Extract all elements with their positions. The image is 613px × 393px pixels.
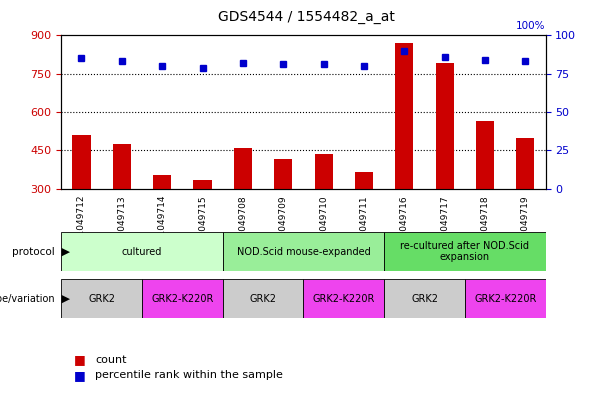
Bar	[384, 232, 546, 271]
Text: GRK2-K220R: GRK2-K220R	[474, 294, 536, 304]
Text: GRK2: GRK2	[249, 294, 276, 304]
Bar	[395, 43, 413, 189]
Bar	[223, 279, 303, 318]
Text: GRK2: GRK2	[411, 294, 438, 304]
Text: cultured: cultured	[122, 246, 162, 257]
Bar	[465, 279, 546, 318]
Text: genotype/variation: genotype/variation	[0, 294, 55, 304]
Text: count: count	[95, 354, 126, 365]
Text: GRK2-K220R: GRK2-K220R	[151, 294, 213, 304]
Bar	[436, 63, 454, 189]
Bar	[153, 174, 171, 189]
Text: ▶: ▶	[58, 246, 70, 257]
Text: NOD.Scid mouse-expanded: NOD.Scid mouse-expanded	[237, 246, 370, 257]
Text: GRK2: GRK2	[88, 294, 115, 304]
Text: GDS4544 / 1554482_a_at: GDS4544 / 1554482_a_at	[218, 10, 395, 24]
Text: ▶: ▶	[58, 294, 70, 304]
Text: protocol: protocol	[12, 246, 55, 257]
Bar	[314, 154, 333, 189]
Bar	[61, 279, 142, 318]
Bar	[234, 148, 252, 189]
Bar	[384, 279, 465, 318]
Bar	[142, 279, 223, 318]
Bar	[303, 279, 384, 318]
Bar	[113, 144, 131, 189]
Bar	[72, 135, 91, 189]
Bar	[274, 159, 292, 189]
Bar	[355, 172, 373, 189]
Text: ■: ■	[74, 369, 85, 382]
Bar	[61, 232, 223, 271]
Bar	[223, 232, 384, 271]
Text: GRK2-K220R: GRK2-K220R	[313, 294, 375, 304]
Text: re-cultured after NOD.Scid
expansion: re-cultured after NOD.Scid expansion	[400, 241, 530, 262]
Text: percentile rank within the sample: percentile rank within the sample	[95, 370, 283, 380]
Bar	[516, 138, 535, 189]
Text: ■: ■	[74, 353, 85, 366]
Text: 100%: 100%	[516, 21, 546, 31]
Bar	[194, 180, 211, 189]
Bar	[476, 121, 494, 189]
